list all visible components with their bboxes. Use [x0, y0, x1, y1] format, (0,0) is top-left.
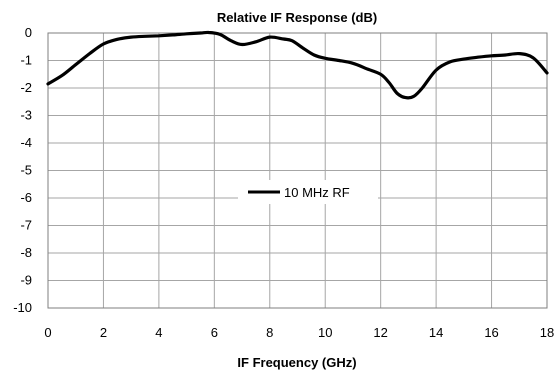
y-tick-label: -6: [20, 190, 32, 205]
y-tick-label: -10: [13, 300, 32, 315]
grid: [47, 32, 548, 309]
x-tick-label: 4: [155, 325, 162, 340]
x-tick-label: 0: [44, 325, 51, 340]
y-tick-label: -2: [20, 80, 32, 95]
y-tick-label: -7: [20, 218, 32, 233]
x-tick-label: 6: [211, 325, 218, 340]
x-tick-label: 16: [484, 325, 498, 340]
x-ticks: 0 2 4 6 8 10 12 14 16 18: [44, 325, 554, 340]
y-tick-label: -9: [20, 273, 32, 288]
legend-label: 10 MHz RF: [284, 185, 350, 200]
chart-title: Relative IF Response (dB): [217, 10, 377, 25]
plot-border: [47, 32, 548, 309]
y-tick-label: -1: [20, 53, 32, 68]
x-axis-label: IF Frequency (GHz): [237, 355, 356, 370]
y-tick-label: 0: [25, 25, 32, 40]
y-ticks: 0 -1 -2 -3 -4 -5 -6 -7 -8 -9 -10: [13, 25, 32, 315]
x-tick-label: 14: [429, 325, 443, 340]
y-tick-label: -8: [20, 245, 32, 260]
y-tick-label: -3: [20, 108, 32, 123]
legend: 10 MHz RF: [238, 180, 378, 204]
x-tick-label: 8: [266, 325, 273, 340]
y-tick-label: -5: [20, 163, 32, 178]
x-tick-label: 2: [100, 325, 107, 340]
x-tick-label: 12: [373, 325, 387, 340]
series-line-0: [46, 30, 549, 100]
x-tick-label: 18: [540, 325, 554, 340]
x-tick-label: 10: [318, 325, 332, 340]
series-layer: [46, 30, 549, 100]
y-tick-label: -4: [20, 135, 32, 150]
